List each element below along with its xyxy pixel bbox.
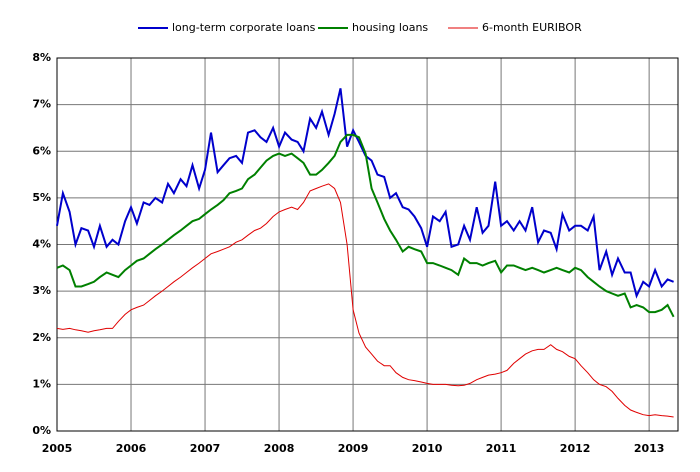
x-tick-label: 2006 — [116, 442, 147, 455]
y-tick-label: 0% — [32, 424, 51, 437]
y-tick-label: 4% — [32, 238, 51, 251]
data-line — [56, 183, 674, 418]
y-tick-label: 1% — [32, 377, 51, 390]
x-tick-label: 2008 — [264, 442, 295, 455]
legend-label: housing loans — [352, 21, 428, 34]
x-tick-label: 2011 — [486, 442, 517, 455]
y-tick-label: 5% — [32, 191, 51, 204]
y-tick-label: 3% — [32, 284, 51, 297]
y-tick-label: 6% — [32, 144, 51, 157]
x-tick-label: 2007 — [190, 442, 221, 455]
x-tick-label: 2010 — [412, 442, 443, 455]
data-line — [56, 133, 675, 318]
plot-frame — [56, 57, 679, 432]
x-tick-label: 2012 — [560, 442, 591, 455]
legend-label: 6-month EURIBOR — [482, 21, 582, 34]
y-tick-label: 7% — [32, 98, 51, 111]
y-tick-label: 2% — [32, 331, 51, 344]
x-tick-label: 2005 — [42, 442, 73, 455]
y-tick-label: 8% — [32, 51, 51, 64]
legend-label: long-term corporate loans — [172, 21, 316, 34]
x-tick-label: 2009 — [338, 442, 369, 455]
x-tick-label: 2013 — [634, 442, 665, 455]
